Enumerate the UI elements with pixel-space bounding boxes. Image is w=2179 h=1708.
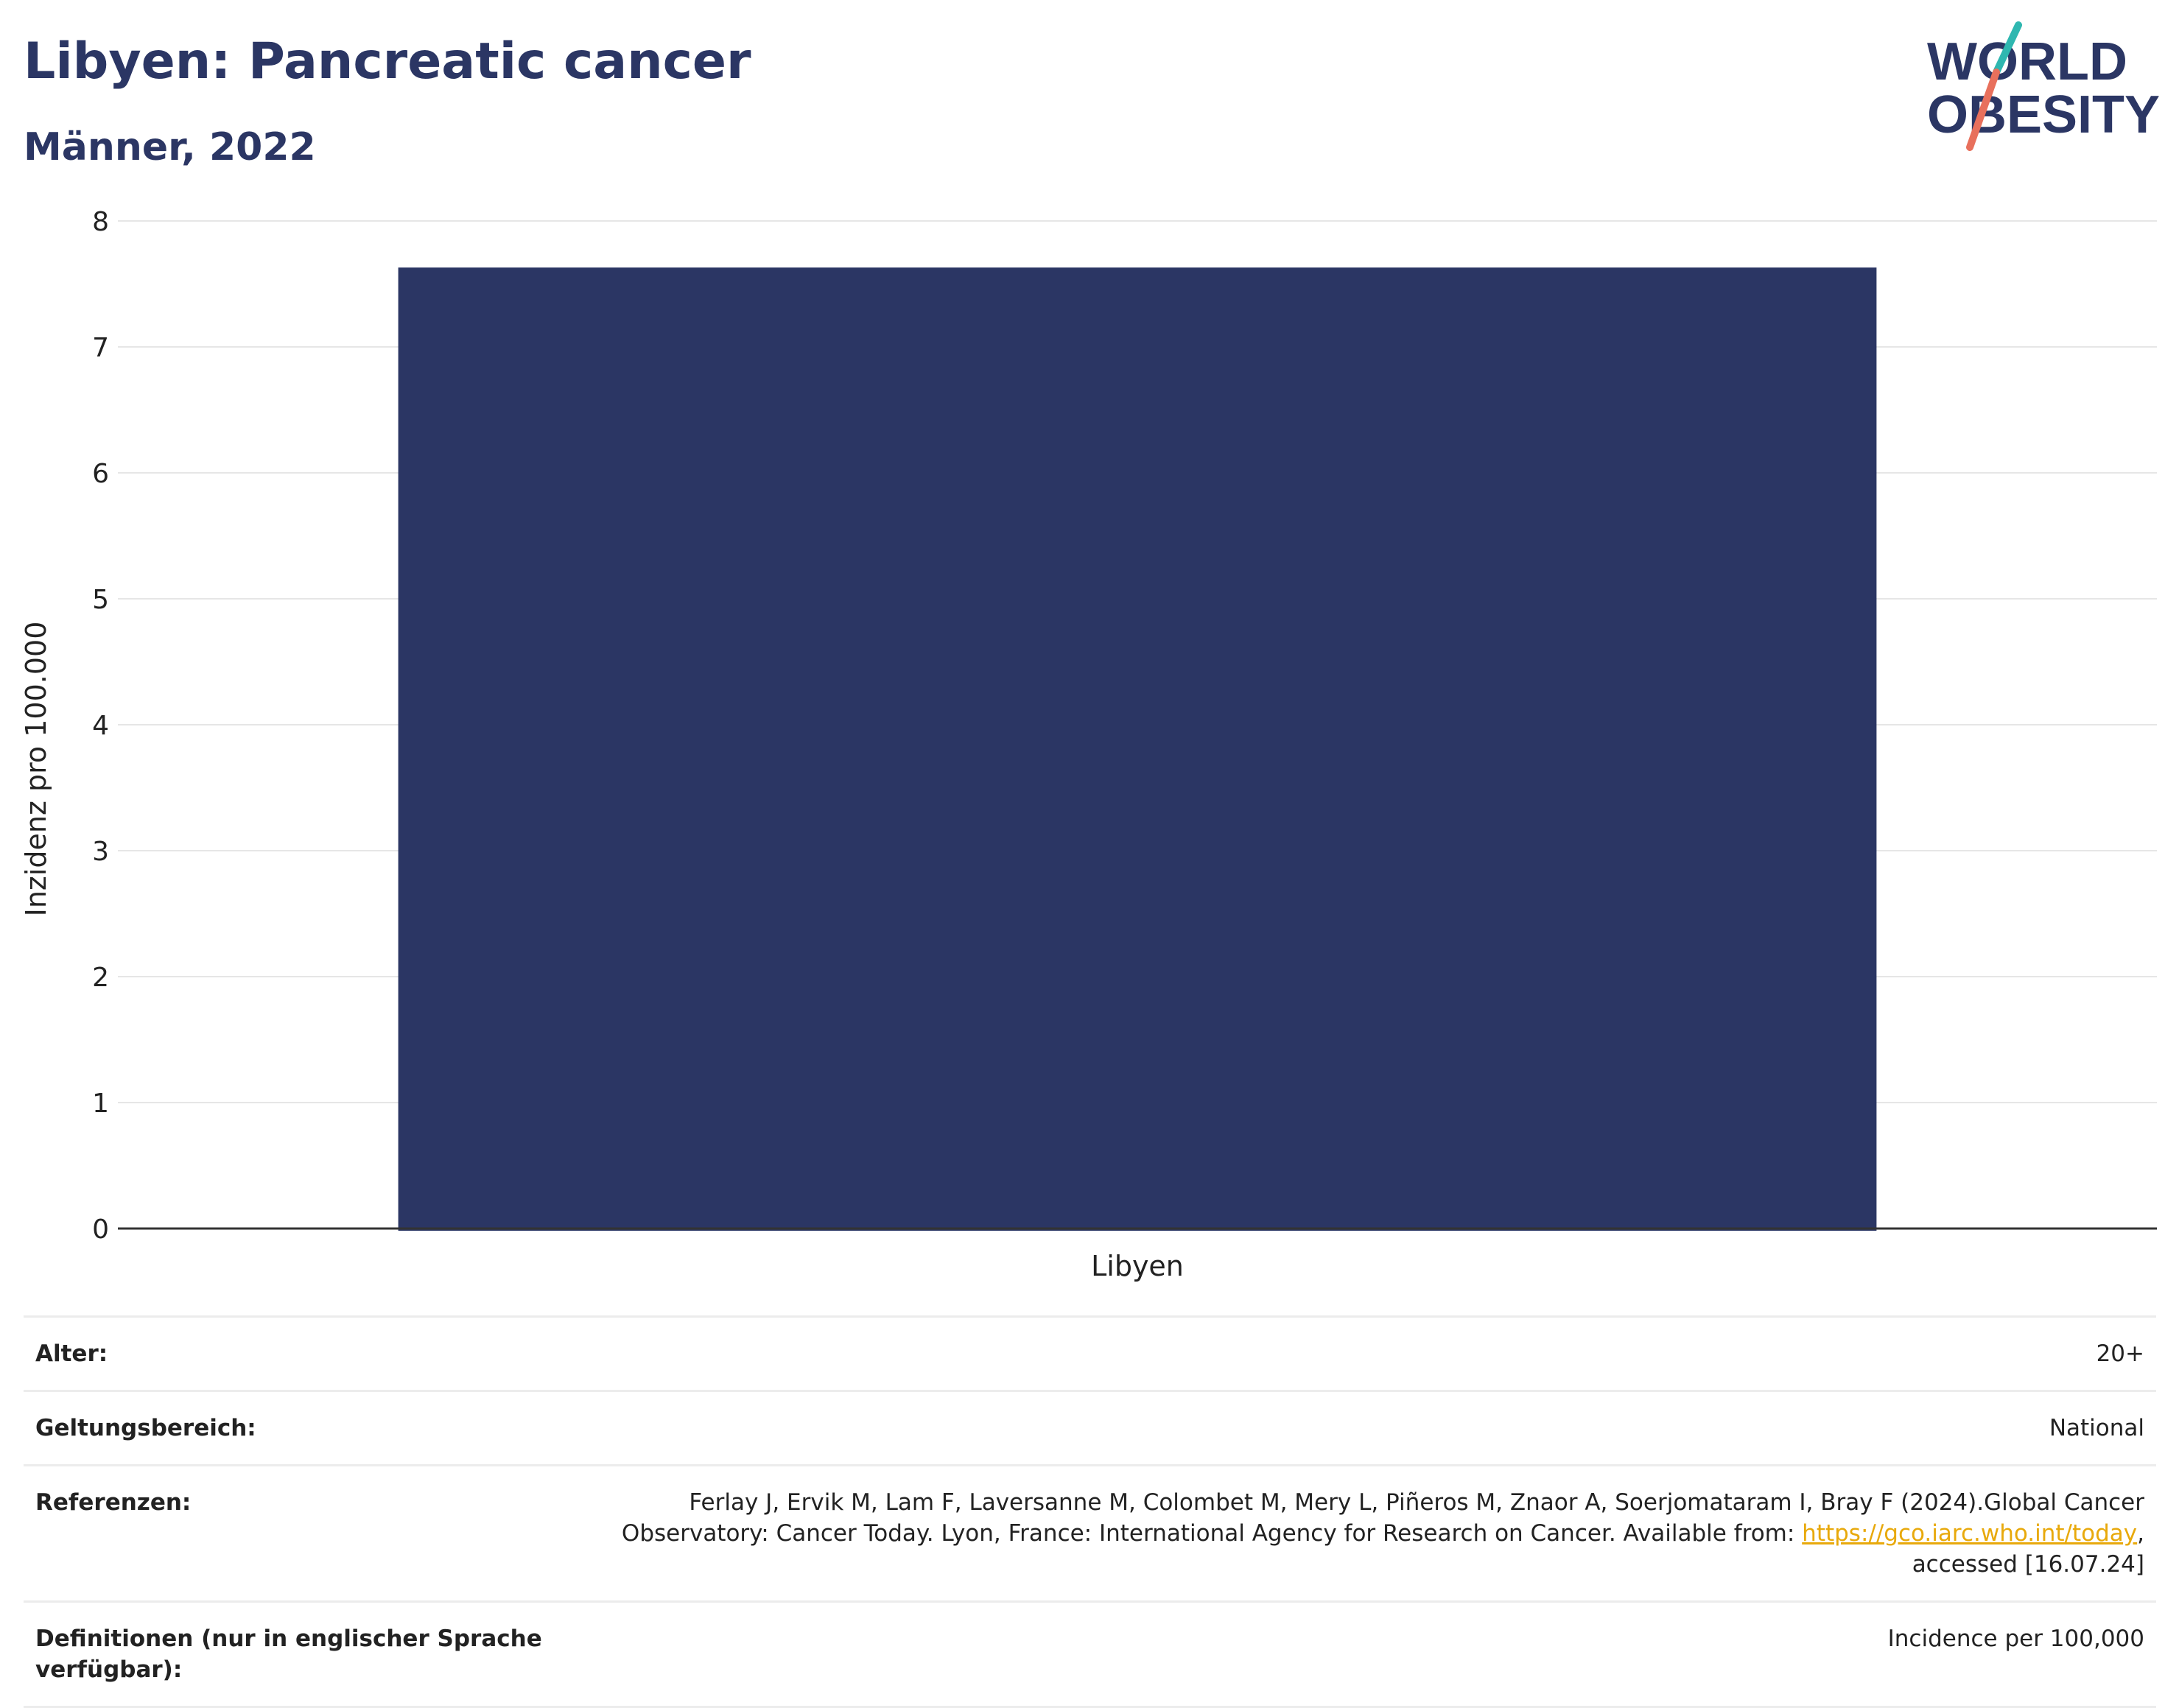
info-row-definitions: Definitionen (nur in englischer Sprache …: [24, 1600, 2156, 1708]
bars: [398, 267, 1877, 1231]
bar[interactable]: [398, 267, 1877, 1231]
page-subtitle: Männer, 2022: [24, 125, 316, 169]
info-row-references: Referenzen: Ferlay J, Ervik M, Lam F, La…: [24, 1464, 2156, 1603]
scope-label: Geltungsbereich:: [24, 1390, 563, 1466]
info-row-scope: Geltungsbereich: National: [24, 1390, 2156, 1466]
y-tick-label: 8: [92, 207, 109, 237]
logo-text-world: WORLD: [1927, 32, 2127, 91]
logo-text-obesity: OBESITY: [1927, 85, 2160, 144]
definitions-value: Incidence per 100,000: [563, 1600, 2156, 1708]
y-tick-label: 0: [92, 1215, 109, 1245]
references-accessed: , accessed [16.07.24]: [1912, 1520, 2144, 1578]
world-obesity-logo: WORLD OBESITY: [1927, 21, 2160, 151]
y-axis-label: Inzidenz pro 100.000: [20, 622, 52, 917]
logo-slash-coral: [1966, 68, 2000, 151]
x-tick-label: Libyen: [1091, 1250, 1184, 1282]
x-axis-ticks: Libyen: [1091, 1250, 1184, 1282]
info-row-age: Alter: 20+: [24, 1315, 2156, 1392]
y-tick-label: 2: [92, 963, 109, 993]
y-tick-label: 6: [92, 459, 109, 489]
y-tick-label: 4: [92, 711, 109, 741]
y-tick-label: 3: [92, 837, 109, 867]
age-label: Alter:: [24, 1315, 563, 1392]
scope-value: National: [563, 1390, 2156, 1466]
definitions-label: Definitionen (nur in englischer Sprache …: [24, 1600, 563, 1708]
y-tick-label: 7: [92, 333, 109, 363]
references-link[interactable]: https://gco.iarc.who.int/today: [1802, 1520, 2138, 1547]
logo-slash-teal: [1993, 21, 2022, 76]
page-title: Libyen: Pancreatic cancer: [24, 32, 751, 91]
age-value: 20+: [563, 1315, 2156, 1392]
y-tick-label: 5: [92, 585, 109, 615]
references-label: Referenzen:: [24, 1464, 563, 1603]
y-tick-label: 1: [92, 1089, 109, 1119]
info-table: Alter: 20+ Geltungsbereich: National Ref…: [24, 1315, 2156, 1708]
references-value: Ferlay J, Ervik M, Lam F, Laversanne M, …: [563, 1464, 2156, 1603]
references-text: Ferlay J, Ervik M, Lam F, Laversanne M, …: [621, 1489, 2144, 1547]
y-axis-ticks: 0 1 2 3 4 5 6 7 8: [92, 207, 109, 1245]
bar-chart: 0 1 2 3 4 5 6 7 8 Libyen Inzidenz pro 100.000: [20, 207, 2157, 1282]
